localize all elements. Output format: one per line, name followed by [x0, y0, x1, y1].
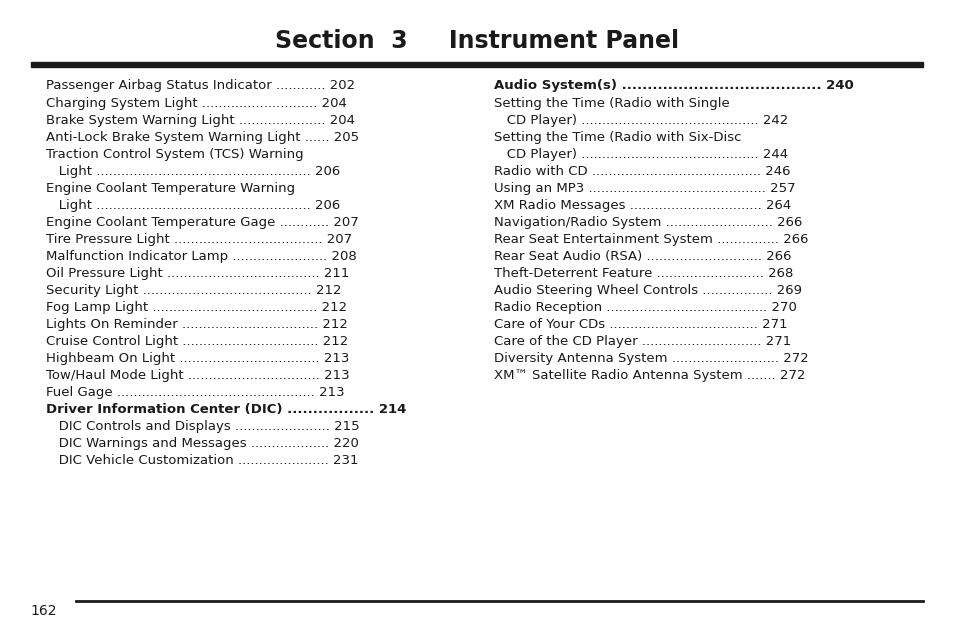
Text: CD Player) ........................................... 242: CD Player) .............................…	[494, 114, 787, 127]
Text: Malfunction Indicator Lamp ....................... 208: Malfunction Indicator Lamp .............…	[46, 250, 356, 263]
Text: Engine Coolant Temperature Gage ............ 207: Engine Coolant Temperature Gage ........…	[46, 216, 358, 229]
Text: Charging System Light ............................ 204: Charging System Light ..................…	[46, 97, 346, 109]
Text: Cruise Control Light ................................. 212: Cruise Control Light ...................…	[46, 335, 348, 348]
Text: Rear Seat Entertainment System ............... 266: Rear Seat Entertainment System .........…	[494, 233, 808, 246]
Text: Highbeam On Light .................................. 213: Highbeam On Light ......................…	[46, 352, 349, 365]
Text: Lights On Reminder ................................. 212: Lights On Reminder .....................…	[46, 318, 347, 331]
Text: Care of Your CDs .................................... 271: Care of Your CDs .......................…	[494, 318, 787, 331]
Text: Anti-Lock Brake System Warning Light ...... 205: Anti-Lock Brake System Warning Light ...…	[46, 130, 358, 144]
Text: Traction Control System (TCS) Warning: Traction Control System (TCS) Warning	[46, 148, 303, 161]
Text: Care of the CD Player ............................. 271: Care of the CD Player ..................…	[494, 335, 791, 348]
Text: Setting the Time (Radio with Single: Setting the Time (Radio with Single	[494, 97, 729, 109]
Text: Passenger Airbag Status Indicator ............ 202: Passenger Airbag Status Indicator ......…	[46, 80, 355, 92]
Text: Security Light ......................................... 212: Security Light .........................…	[46, 284, 341, 297]
Text: DIC Warnings and Messages ................... 220: DIC Warnings and Messages ..............…	[46, 438, 358, 450]
Text: CD Player) ........................................... 244: CD Player) .............................…	[494, 148, 787, 161]
Text: Engine Coolant Temperature Warning: Engine Coolant Temperature Warning	[46, 182, 294, 195]
Text: Light .................................................... 206: Light ..................................…	[46, 165, 339, 177]
Text: Theft-Deterrent Feature .......................... 268: Theft-Deterrent Feature ................…	[494, 267, 793, 280]
Text: Brake System Warning Light ..................... 204: Brake System Warning Light .............…	[46, 114, 355, 127]
Text: Radio with CD ......................................... 246: Radio with CD ..........................…	[494, 165, 790, 177]
Text: Tow/Haul Mode Light ................................ 213: Tow/Haul Mode Light ....................…	[46, 370, 349, 382]
Text: Audio Steering Wheel Controls ................. 269: Audio Steering Wheel Controls ..........…	[494, 284, 801, 297]
Text: Navigation/Radio System .......................... 266: Navigation/Radio System ................…	[494, 216, 801, 229]
Text: Section  3     Instrument Panel: Section 3 Instrument Panel	[274, 29, 679, 53]
Text: DIC Controls and Displays ....................... 215: DIC Controls and Displays ..............…	[46, 420, 359, 433]
Text: Diversity Antenna System .......................... 272: Diversity Antenna System ...............…	[494, 352, 808, 365]
Text: Tire Pressure Light .................................... 207: Tire Pressure Light ....................…	[46, 233, 352, 246]
Text: XM™ Satellite Radio Antenna System ....... 272: XM™ Satellite Radio Antenna System .....…	[494, 370, 805, 382]
Text: Setting the Time (Radio with Six-Disc: Setting the Time (Radio with Six-Disc	[494, 130, 740, 144]
Text: XM Radio Messages ................................ 264: XM Radio Messages ......................…	[494, 199, 791, 212]
Bar	[30, 62, 923, 67]
Text: Rear Seat Audio (RSA) ............................ 266: Rear Seat Audio (RSA) ..................…	[494, 250, 791, 263]
Text: Using an MP3 ........................................... 257: Using an MP3 ...........................…	[494, 182, 795, 195]
Text: 162: 162	[30, 604, 57, 618]
Text: Audio System(s) ....................................... 240: Audio System(s) ........................…	[494, 80, 853, 92]
Text: Oil Pressure Light ..................................... 211: Oil Pressure Light .....................…	[46, 267, 349, 280]
Text: Fuel Gage ................................................ 213: Fuel Gage ..............................…	[46, 386, 344, 399]
Text: Fog Lamp Light ........................................ 212: Fog Lamp Light .........................…	[46, 301, 347, 314]
Text: Light .................................................... 206: Light ..................................…	[46, 199, 339, 212]
Text: Driver Information Center (DIC) ................. 214: Driver Information Center (DIC) ........…	[46, 403, 406, 417]
Text: Radio Reception ....................................... 270: Radio Reception ........................…	[494, 301, 796, 314]
Text: DIC Vehicle Customization ...................... 231: DIC Vehicle Customization ..............…	[46, 455, 358, 467]
